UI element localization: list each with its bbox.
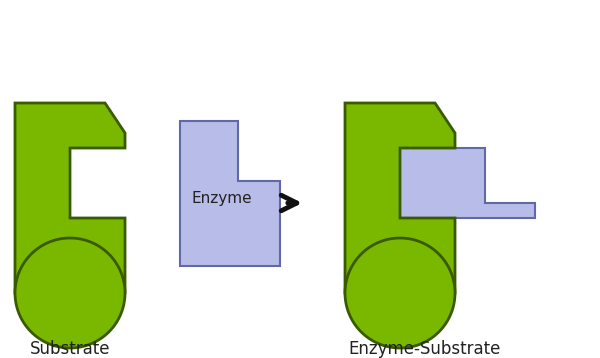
PathPatch shape <box>15 103 125 293</box>
Text: Enzyme-Substrate
Complex: Enzyme-Substrate Complex <box>349 340 501 358</box>
PathPatch shape <box>15 238 125 348</box>
PathPatch shape <box>180 121 280 266</box>
PathPatch shape <box>345 103 455 293</box>
Text: Substrate: Substrate <box>30 340 110 358</box>
PathPatch shape <box>400 148 535 218</box>
PathPatch shape <box>345 238 455 348</box>
Text: Enzyme: Enzyme <box>191 190 253 205</box>
